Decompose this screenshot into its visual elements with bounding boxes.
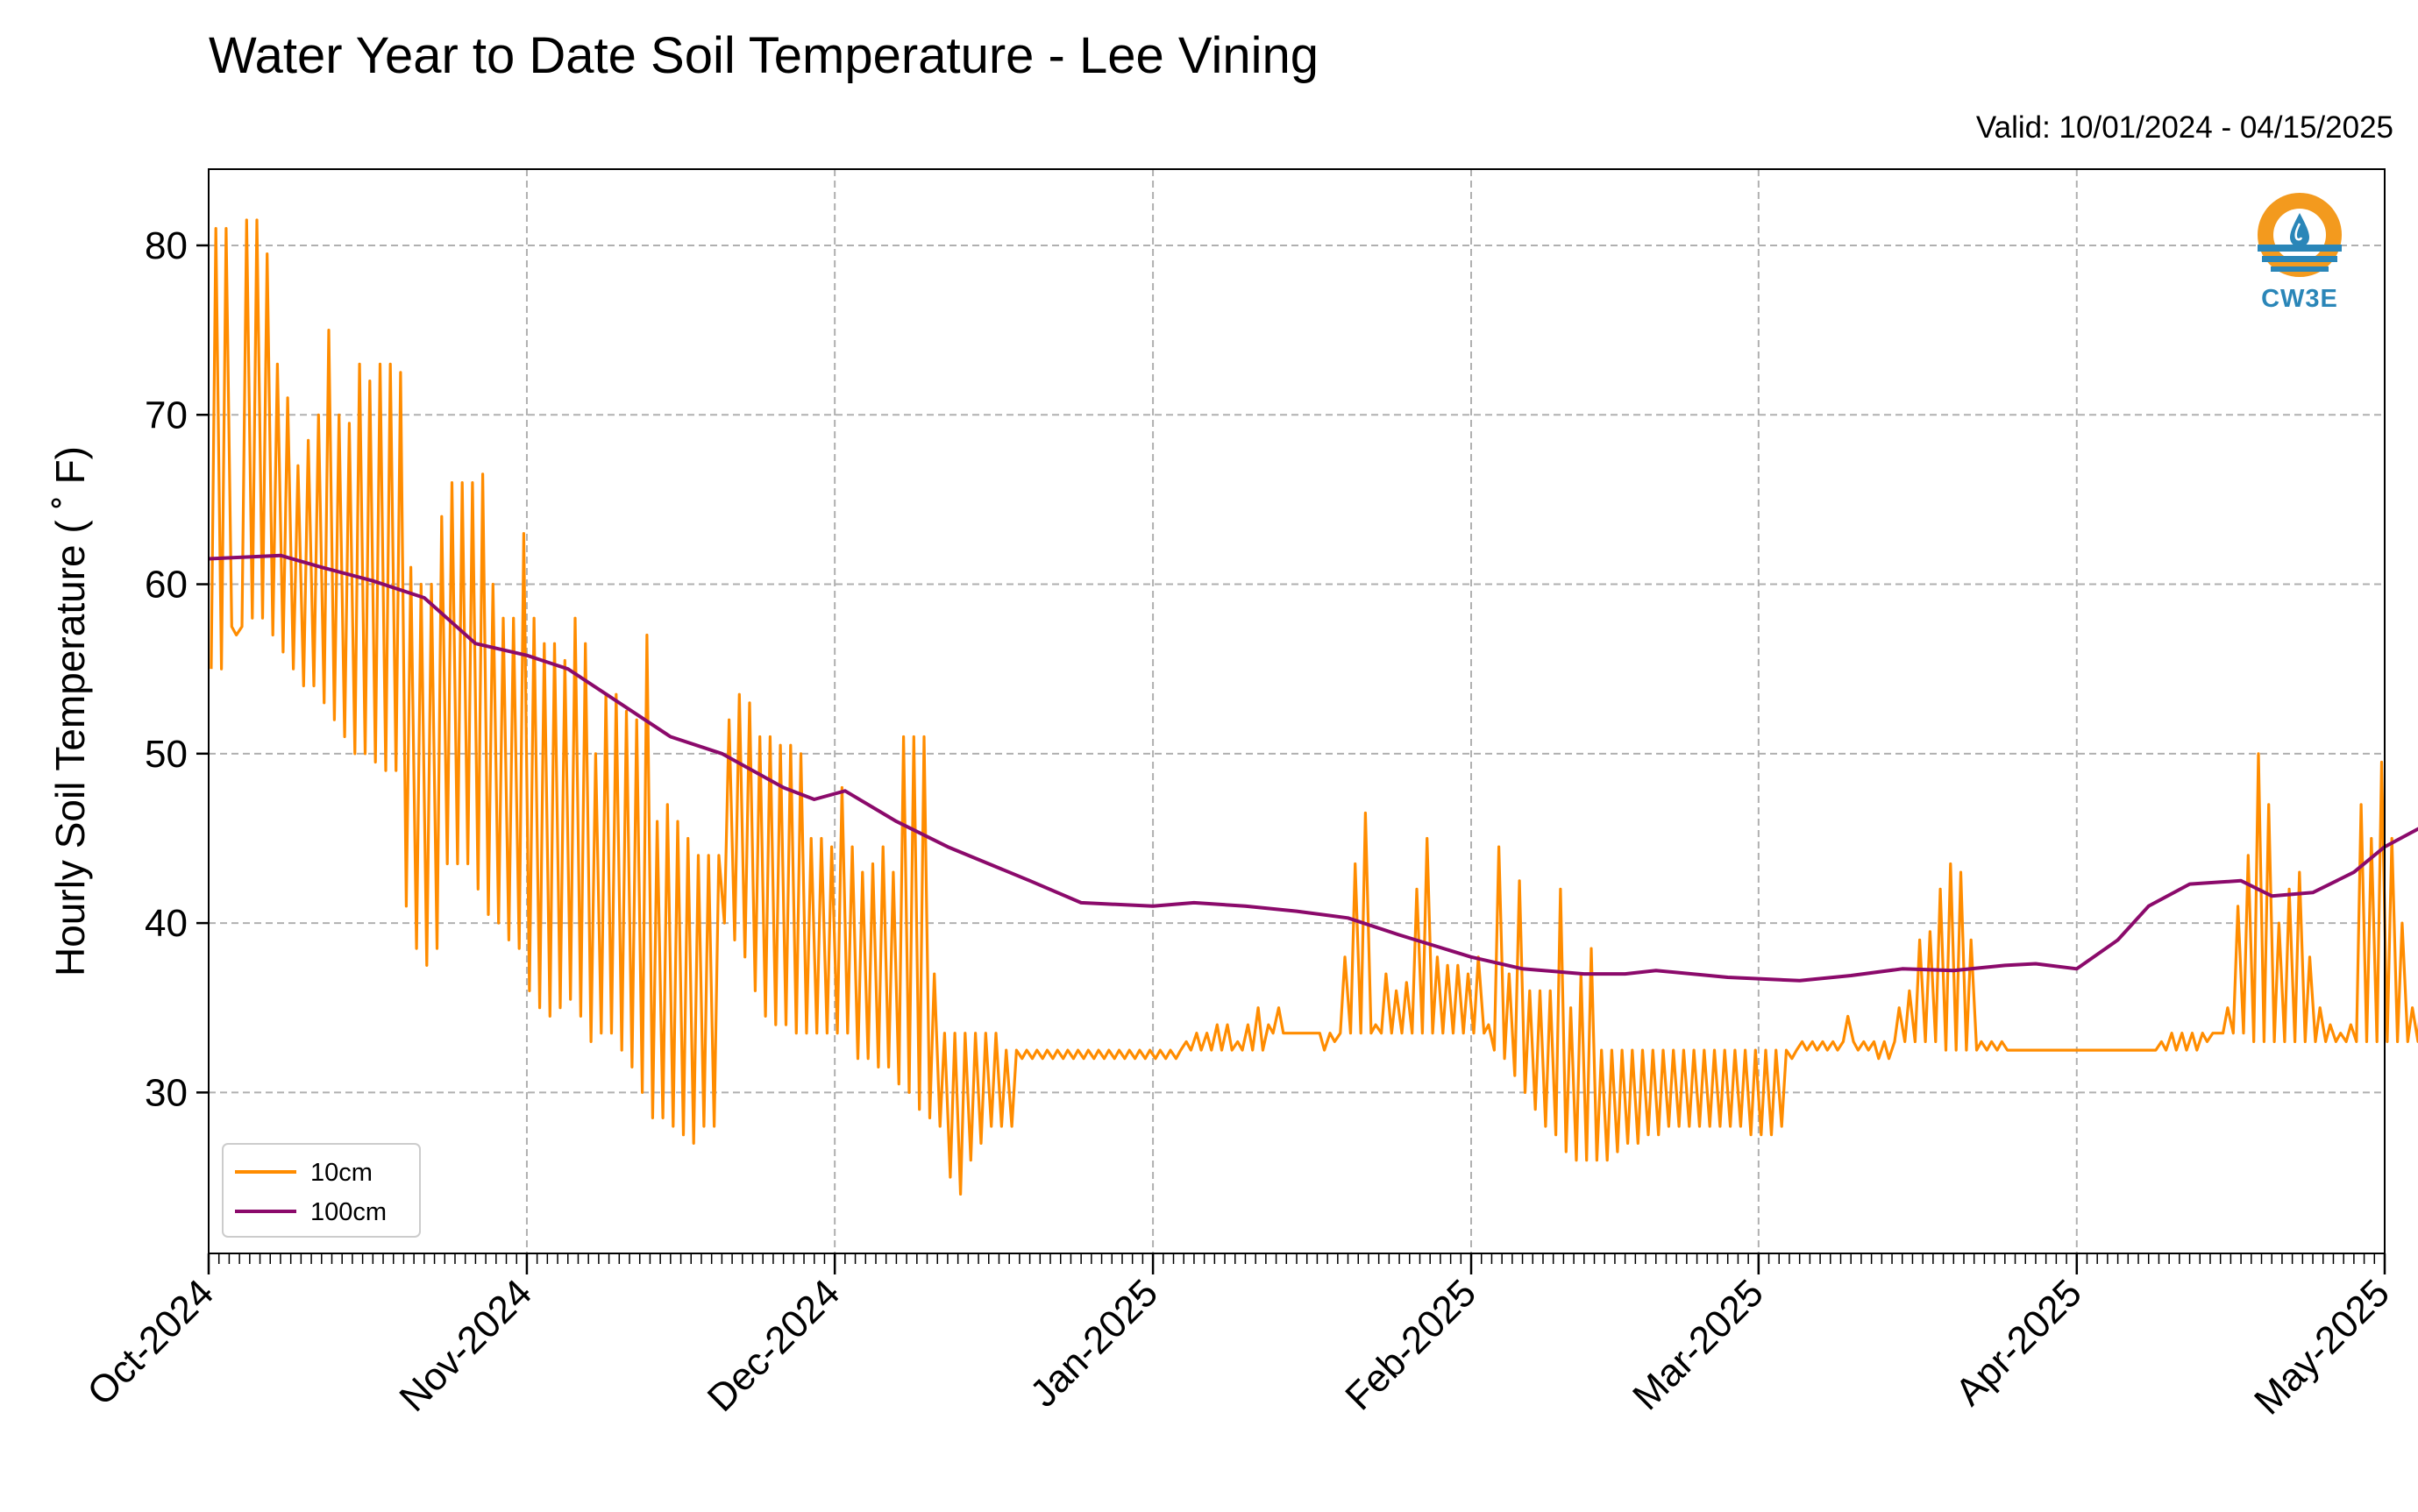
x-tick-label: Nov-2024 bbox=[391, 1271, 540, 1420]
series-10cm-line bbox=[210, 218, 2418, 1196]
legend-label-100cm: 100cm bbox=[310, 1198, 387, 1226]
y-axis-label: Hourly Soil Temperature ( ˚ F) bbox=[47, 446, 93, 976]
chart-subtitle: Valid: 10/01/2024 - 04/15/2025 bbox=[1975, 110, 2393, 145]
series-100cm-line bbox=[208, 553, 2418, 983]
x-tick-label: Dec-2024 bbox=[700, 1271, 849, 1420]
chart-title: Water Year to Date Soil Temperature - Le… bbox=[209, 27, 1319, 84]
y-tick-label: 70 bbox=[145, 394, 188, 437]
x-tick-label: Apr-2025 bbox=[1947, 1271, 2090, 1414]
x-tick-label: Mar-2025 bbox=[1625, 1271, 1772, 1418]
logo-text: CW3E bbox=[2261, 285, 2338, 313]
y-tick-label: 30 bbox=[145, 1071, 188, 1114]
legend-box bbox=[222, 1143, 421, 1238]
x-tick-label: Feb-2025 bbox=[1337, 1271, 1484, 1418]
cw3e-logo: CW3E bbox=[2244, 187, 2355, 318]
y-tick-label: 50 bbox=[145, 733, 188, 776]
y-tick-label: 40 bbox=[145, 902, 188, 945]
plot-frame bbox=[208, 168, 2386, 1254]
legend-label-10cm: 10cm bbox=[310, 1159, 373, 1187]
x-tick-label: Oct-2024 bbox=[79, 1271, 222, 1414]
x-tick-label: Jan-2025 bbox=[1022, 1271, 1166, 1415]
y-tick-label: 80 bbox=[145, 224, 188, 267]
y-tick-label: 60 bbox=[145, 564, 188, 607]
x-tick-label: May-2025 bbox=[2246, 1271, 2398, 1423]
